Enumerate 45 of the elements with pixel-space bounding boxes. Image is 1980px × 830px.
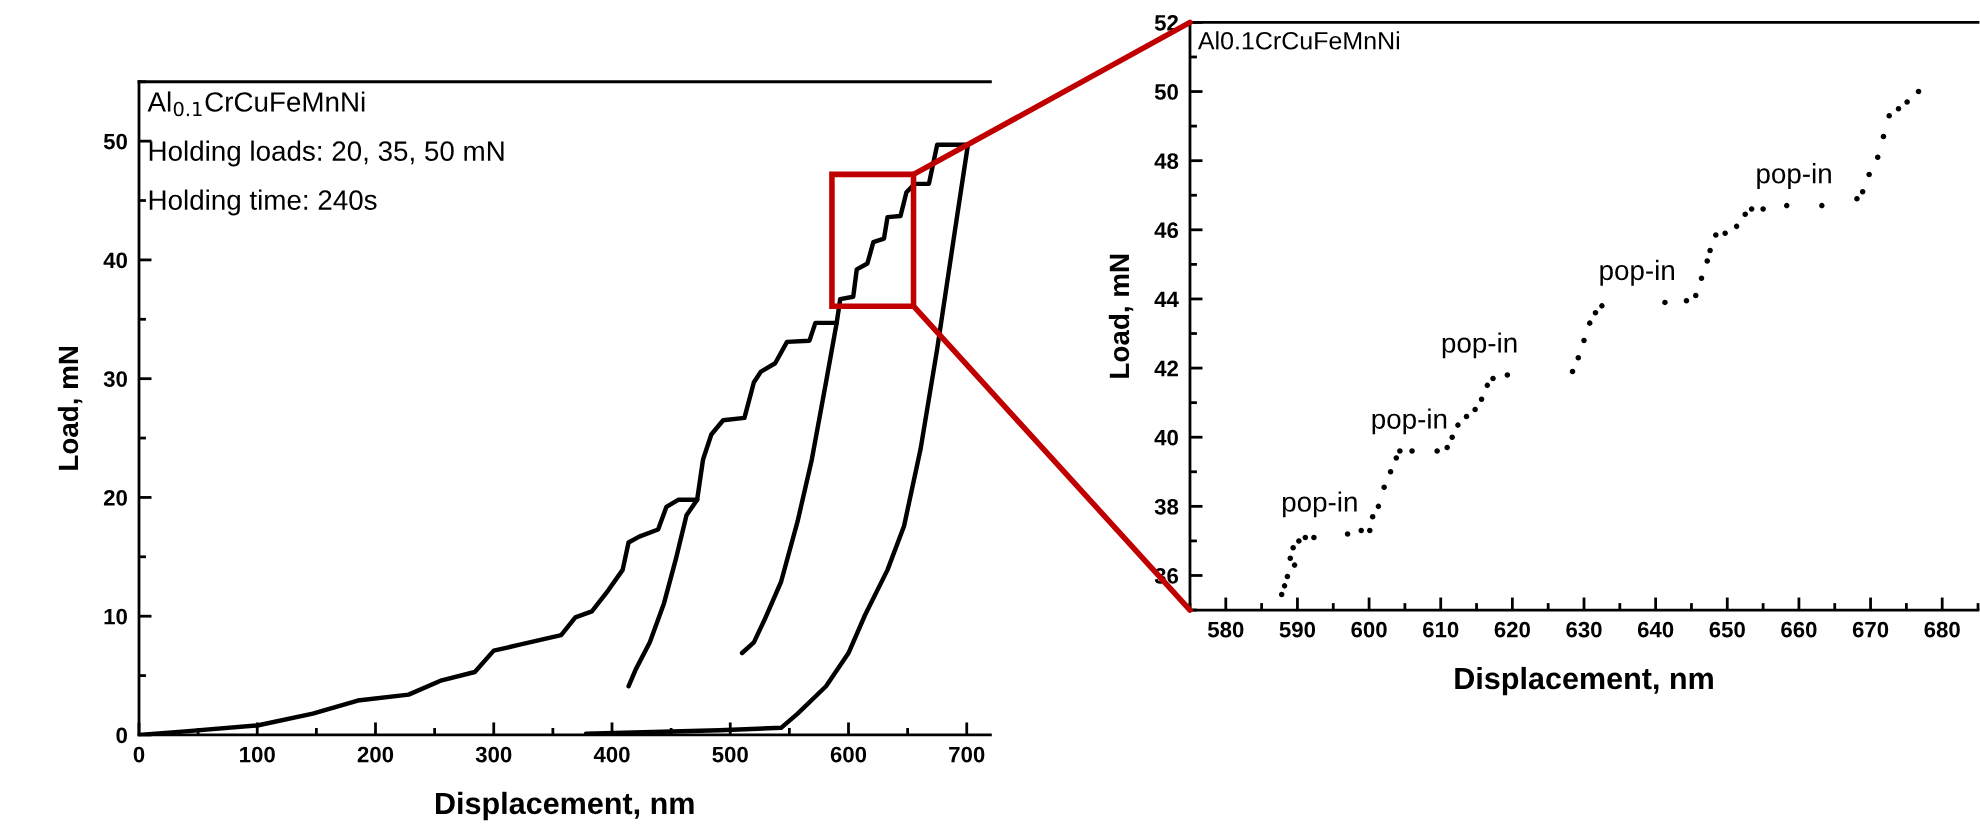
annotation: Holding loads: 20, 35, 50 mN [149, 140, 504, 167]
y-axis-title: Load, mN [57, 346, 83, 470]
x-tick-label: 620 [1494, 621, 1530, 638]
y-tick-label: 10 [104, 608, 127, 625]
y-tick-label: 48 [1154, 153, 1179, 169]
x-tick-label: 100 [240, 746, 275, 763]
annotation: pop-in [1372, 408, 1447, 435]
x-tick-label: 670 [1852, 621, 1889, 638]
x-tick-label: 680 [1924, 621, 1960, 638]
y-tick-label: 44 [1154, 291, 1179, 307]
y-tick-label: 40 [1154, 429, 1178, 446]
x-tick-label: 500 [712, 746, 748, 763]
y-tick-label: 40 [103, 252, 127, 269]
x-tick-label: 640 [1637, 621, 1674, 638]
y-tick-label: 38 [1154, 498, 1179, 515]
y-tick-label: 30 [103, 371, 127, 387]
x-tick-label: 660 [1781, 621, 1817, 638]
x-tick-label: 650 [1709, 621, 1745, 638]
x-tick-label: 610 [1423, 621, 1459, 638]
annotation: pop-in [1600, 259, 1674, 286]
annotation: pop-in [1757, 163, 1831, 189]
annotation: Holding time: 240s [149, 189, 377, 216]
x-tick-label: 630 [1566, 621, 1602, 638]
y-tick-label: 50 [103, 133, 127, 150]
x-tick-label: 0 [133, 746, 145, 763]
annotation: pop-in [1283, 491, 1357, 518]
annotation: Al0.1CrCuFeMnNi [1197, 31, 1400, 50]
y-tick-label: 0 [116, 727, 127, 744]
y-axis-title: Load, mN [1108, 254, 1134, 378]
annotation: Al$_{0.1}$CrCuFeMnNi [147, 91, 365, 117]
x-tick-label: 700 [949, 746, 985, 763]
y-tick-label: 50 [1154, 84, 1178, 100]
x-tick-label: 580 [1207, 621, 1244, 638]
x-tick-label: 600 [830, 746, 867, 763]
y-tick-label: 46 [1154, 222, 1179, 239]
x-tick-label: 600 [1351, 621, 1387, 638]
x-tick-label: 400 [593, 746, 630, 763]
annotation: pop-in [1442, 332, 1517, 359]
y-tick-label: 42 [1154, 360, 1178, 377]
x-tick-label: 200 [357, 746, 394, 763]
x-tick-label: 590 [1279, 621, 1316, 638]
x-axis-title: Displacement, nm [1455, 666, 1713, 696]
x-tick-label: 300 [475, 746, 512, 763]
y-tick-label: 20 [103, 489, 127, 506]
x-axis-title: Displacement, nm [436, 791, 694, 821]
